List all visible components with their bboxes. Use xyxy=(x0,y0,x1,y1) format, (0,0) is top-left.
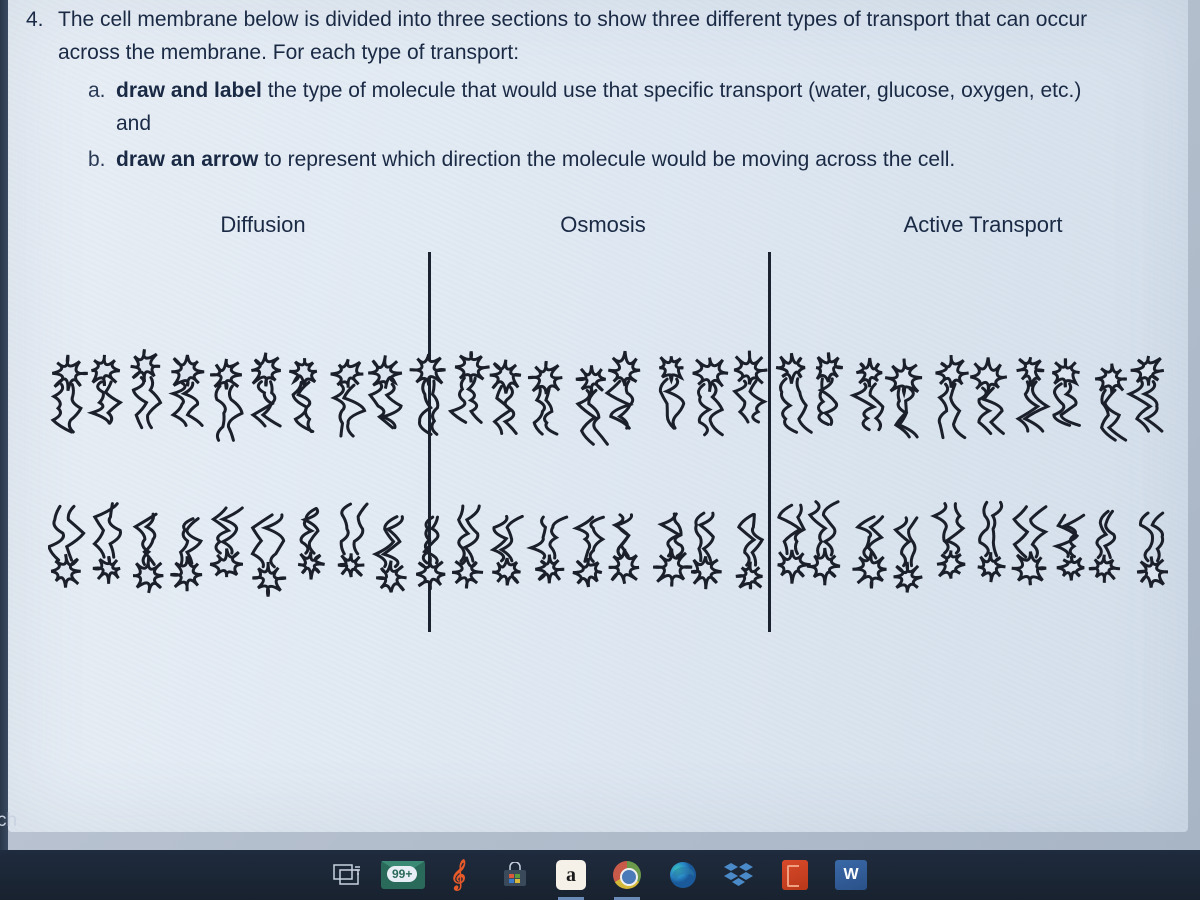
phospholipid-bilayer-drawing xyxy=(48,342,1168,602)
chrome-icon xyxy=(613,861,641,889)
search-text-fragment: ch xyxy=(0,810,17,832)
mail-unread-badge: 99+ xyxy=(387,866,417,882)
sub-a-and: and xyxy=(116,112,151,135)
microsoft-store-icon xyxy=(502,862,528,888)
label-diffusion: Diffusion xyxy=(68,212,428,238)
worksheet-page: 4. The cell membrane below is divided in… xyxy=(8,0,1188,832)
monitor-bezel-left xyxy=(0,0,8,850)
photographed-screen: 4. The cell membrane below is divided in… xyxy=(0,0,1200,850)
label-osmosis: Osmosis xyxy=(428,212,778,238)
chrome-button[interactable] xyxy=(610,858,644,892)
question-number: 4. xyxy=(26,4,44,37)
office-button[interactable] xyxy=(778,858,812,892)
amazon-button[interactable]: a xyxy=(554,858,588,892)
dropbox-icon xyxy=(724,862,754,888)
task-view-button[interactable] xyxy=(330,858,364,892)
groove-music-button[interactable]: 𝄞 xyxy=(442,858,476,892)
dropbox-button[interactable] xyxy=(722,858,756,892)
mail-app-button[interactable]: 99+ xyxy=(386,858,420,892)
amazon-letter: a xyxy=(566,864,576,887)
question-intro-line1: The cell membrane below is divided into … xyxy=(58,8,1087,31)
sub-a-rest: the type of molecule that would use that… xyxy=(262,79,1081,102)
edge-button[interactable] xyxy=(666,858,700,892)
sub-item-b: b. draw an arrow to represent which dire… xyxy=(116,144,1158,177)
sub-b-rest: to represent which direction the molecul… xyxy=(258,148,955,171)
groove-music-icon: 𝄞 xyxy=(448,859,469,891)
windows-taskbar[interactable]: 99+ 𝄞 a xyxy=(0,850,1200,900)
question-intro-line2: across the membrane. For each type of tr… xyxy=(58,41,519,64)
section-labels-row: Diffusion Osmosis Active Transport xyxy=(68,212,1148,238)
word-icon: W xyxy=(835,860,867,890)
word-letter: W xyxy=(843,866,858,884)
office-icon xyxy=(782,860,808,890)
word-button[interactable]: W xyxy=(834,858,868,892)
sub-item-a: a. draw and label the type of molecule t… xyxy=(116,75,1158,140)
amazon-icon: a xyxy=(556,860,586,890)
microsoft-store-button[interactable] xyxy=(498,858,532,892)
sub-b-bold: draw an arrow xyxy=(116,148,258,171)
task-view-icon xyxy=(333,864,361,886)
question-4: 4. The cell membrane below is divided in… xyxy=(28,4,1158,177)
sub-letter-a: a. xyxy=(88,75,106,108)
sub-a-bold: draw and label xyxy=(116,79,262,102)
label-active-transport: Active Transport xyxy=(778,212,1128,238)
edge-icon xyxy=(668,860,698,890)
sub-letter-b: b. xyxy=(88,144,106,177)
